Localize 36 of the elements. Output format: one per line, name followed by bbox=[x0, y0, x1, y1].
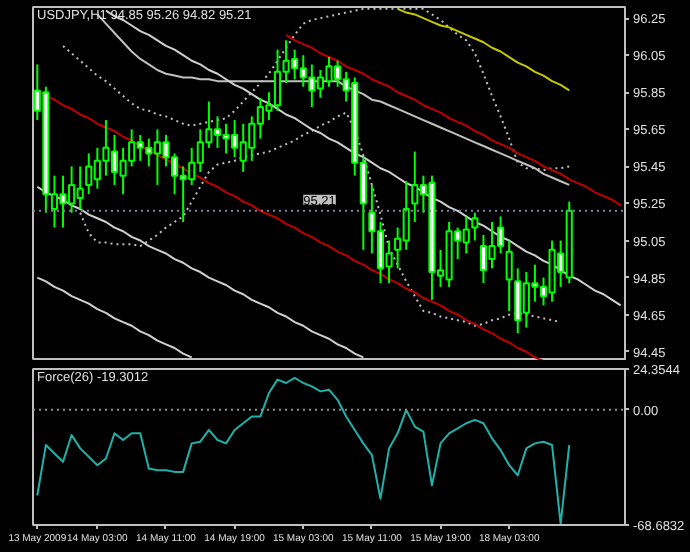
candlestick bbox=[291, 48, 299, 81]
candlestick bbox=[488, 220, 496, 270]
candlestick bbox=[479, 233, 488, 285]
candlestick bbox=[136, 133, 144, 162]
candlestick bbox=[462, 215, 470, 255]
candlestick bbox=[213, 115, 222, 149]
candlestick bbox=[119, 146, 127, 196]
line-series bbox=[36, 89, 545, 360]
candlestick bbox=[110, 133, 119, 186]
candlestick bbox=[59, 174, 67, 229]
candlestick bbox=[471, 211, 479, 242]
candlestick bbox=[402, 180, 410, 251]
line-series bbox=[36, 276, 193, 359]
candlestick bbox=[188, 146, 196, 186]
candlestick bbox=[76, 165, 84, 211]
candlestick bbox=[308, 63, 316, 109]
line-series bbox=[79, 111, 562, 327]
line-series bbox=[396, 7, 571, 92]
line-series bbox=[104, 9, 622, 307]
candlestick bbox=[145, 137, 153, 168]
candlestick bbox=[299, 54, 307, 88]
candlestick bbox=[325, 56, 333, 88]
candlestick bbox=[514, 267, 522, 335]
candlestick bbox=[239, 122, 247, 173]
line-series bbox=[36, 185, 365, 359]
candlestick bbox=[522, 271, 530, 329]
candlestick bbox=[376, 220, 385, 285]
candlestick bbox=[273, 48, 282, 112]
candlestick bbox=[102, 119, 110, 177]
candlestick bbox=[85, 152, 93, 196]
candlestick bbox=[505, 239, 513, 312]
line-series bbox=[285, 33, 622, 207]
candlestick bbox=[411, 150, 419, 223]
candlestick bbox=[196, 128, 204, 173]
candlestick bbox=[548, 239, 556, 303]
candlestick bbox=[222, 122, 230, 155]
